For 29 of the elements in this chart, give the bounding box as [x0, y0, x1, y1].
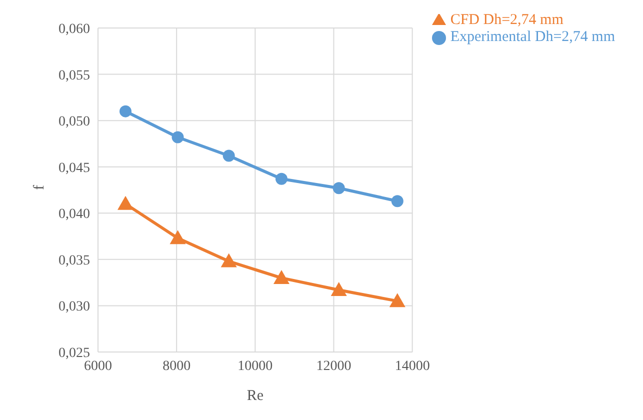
y-tick-label: 0,030	[58, 300, 90, 315]
point	[330, 282, 347, 296]
point	[220, 253, 237, 268]
x-axis-title: Re	[246, 388, 264, 404]
y-tick-label: 0,060	[58, 22, 90, 37]
y-tick-label: 0,035	[58, 253, 90, 268]
point	[172, 131, 184, 144]
y-tick-label: 0,040	[58, 207, 90, 222]
point	[170, 230, 186, 244]
x-tick-label: 12000	[316, 358, 352, 374]
y-tick-label: 0,025	[58, 346, 90, 361]
y-tick-label: 0,055	[58, 68, 90, 84]
point	[275, 172, 288, 185]
y-tick-label: 0,050	[58, 114, 90, 130]
point	[332, 182, 345, 194]
point	[118, 196, 134, 210]
legend-label: Experimental Dh=2,74 mm	[450, 29, 615, 45]
point	[273, 270, 290, 284]
legend-label: CFD Dh=2,74 mm	[450, 12, 564, 28]
x-tick-label: 10000	[238, 358, 273, 374]
x-tick-label: 6000	[84, 358, 112, 374]
point	[222, 150, 235, 162]
x-tick-label: 8000	[162, 358, 191, 374]
y-tick-label: 0,045	[58, 160, 90, 176]
point	[391, 195, 404, 208]
point	[120, 105, 132, 118]
point	[389, 293, 406, 308]
x-tick-label: 14000	[394, 358, 430, 374]
y-axis-title: f	[31, 185, 48, 190]
